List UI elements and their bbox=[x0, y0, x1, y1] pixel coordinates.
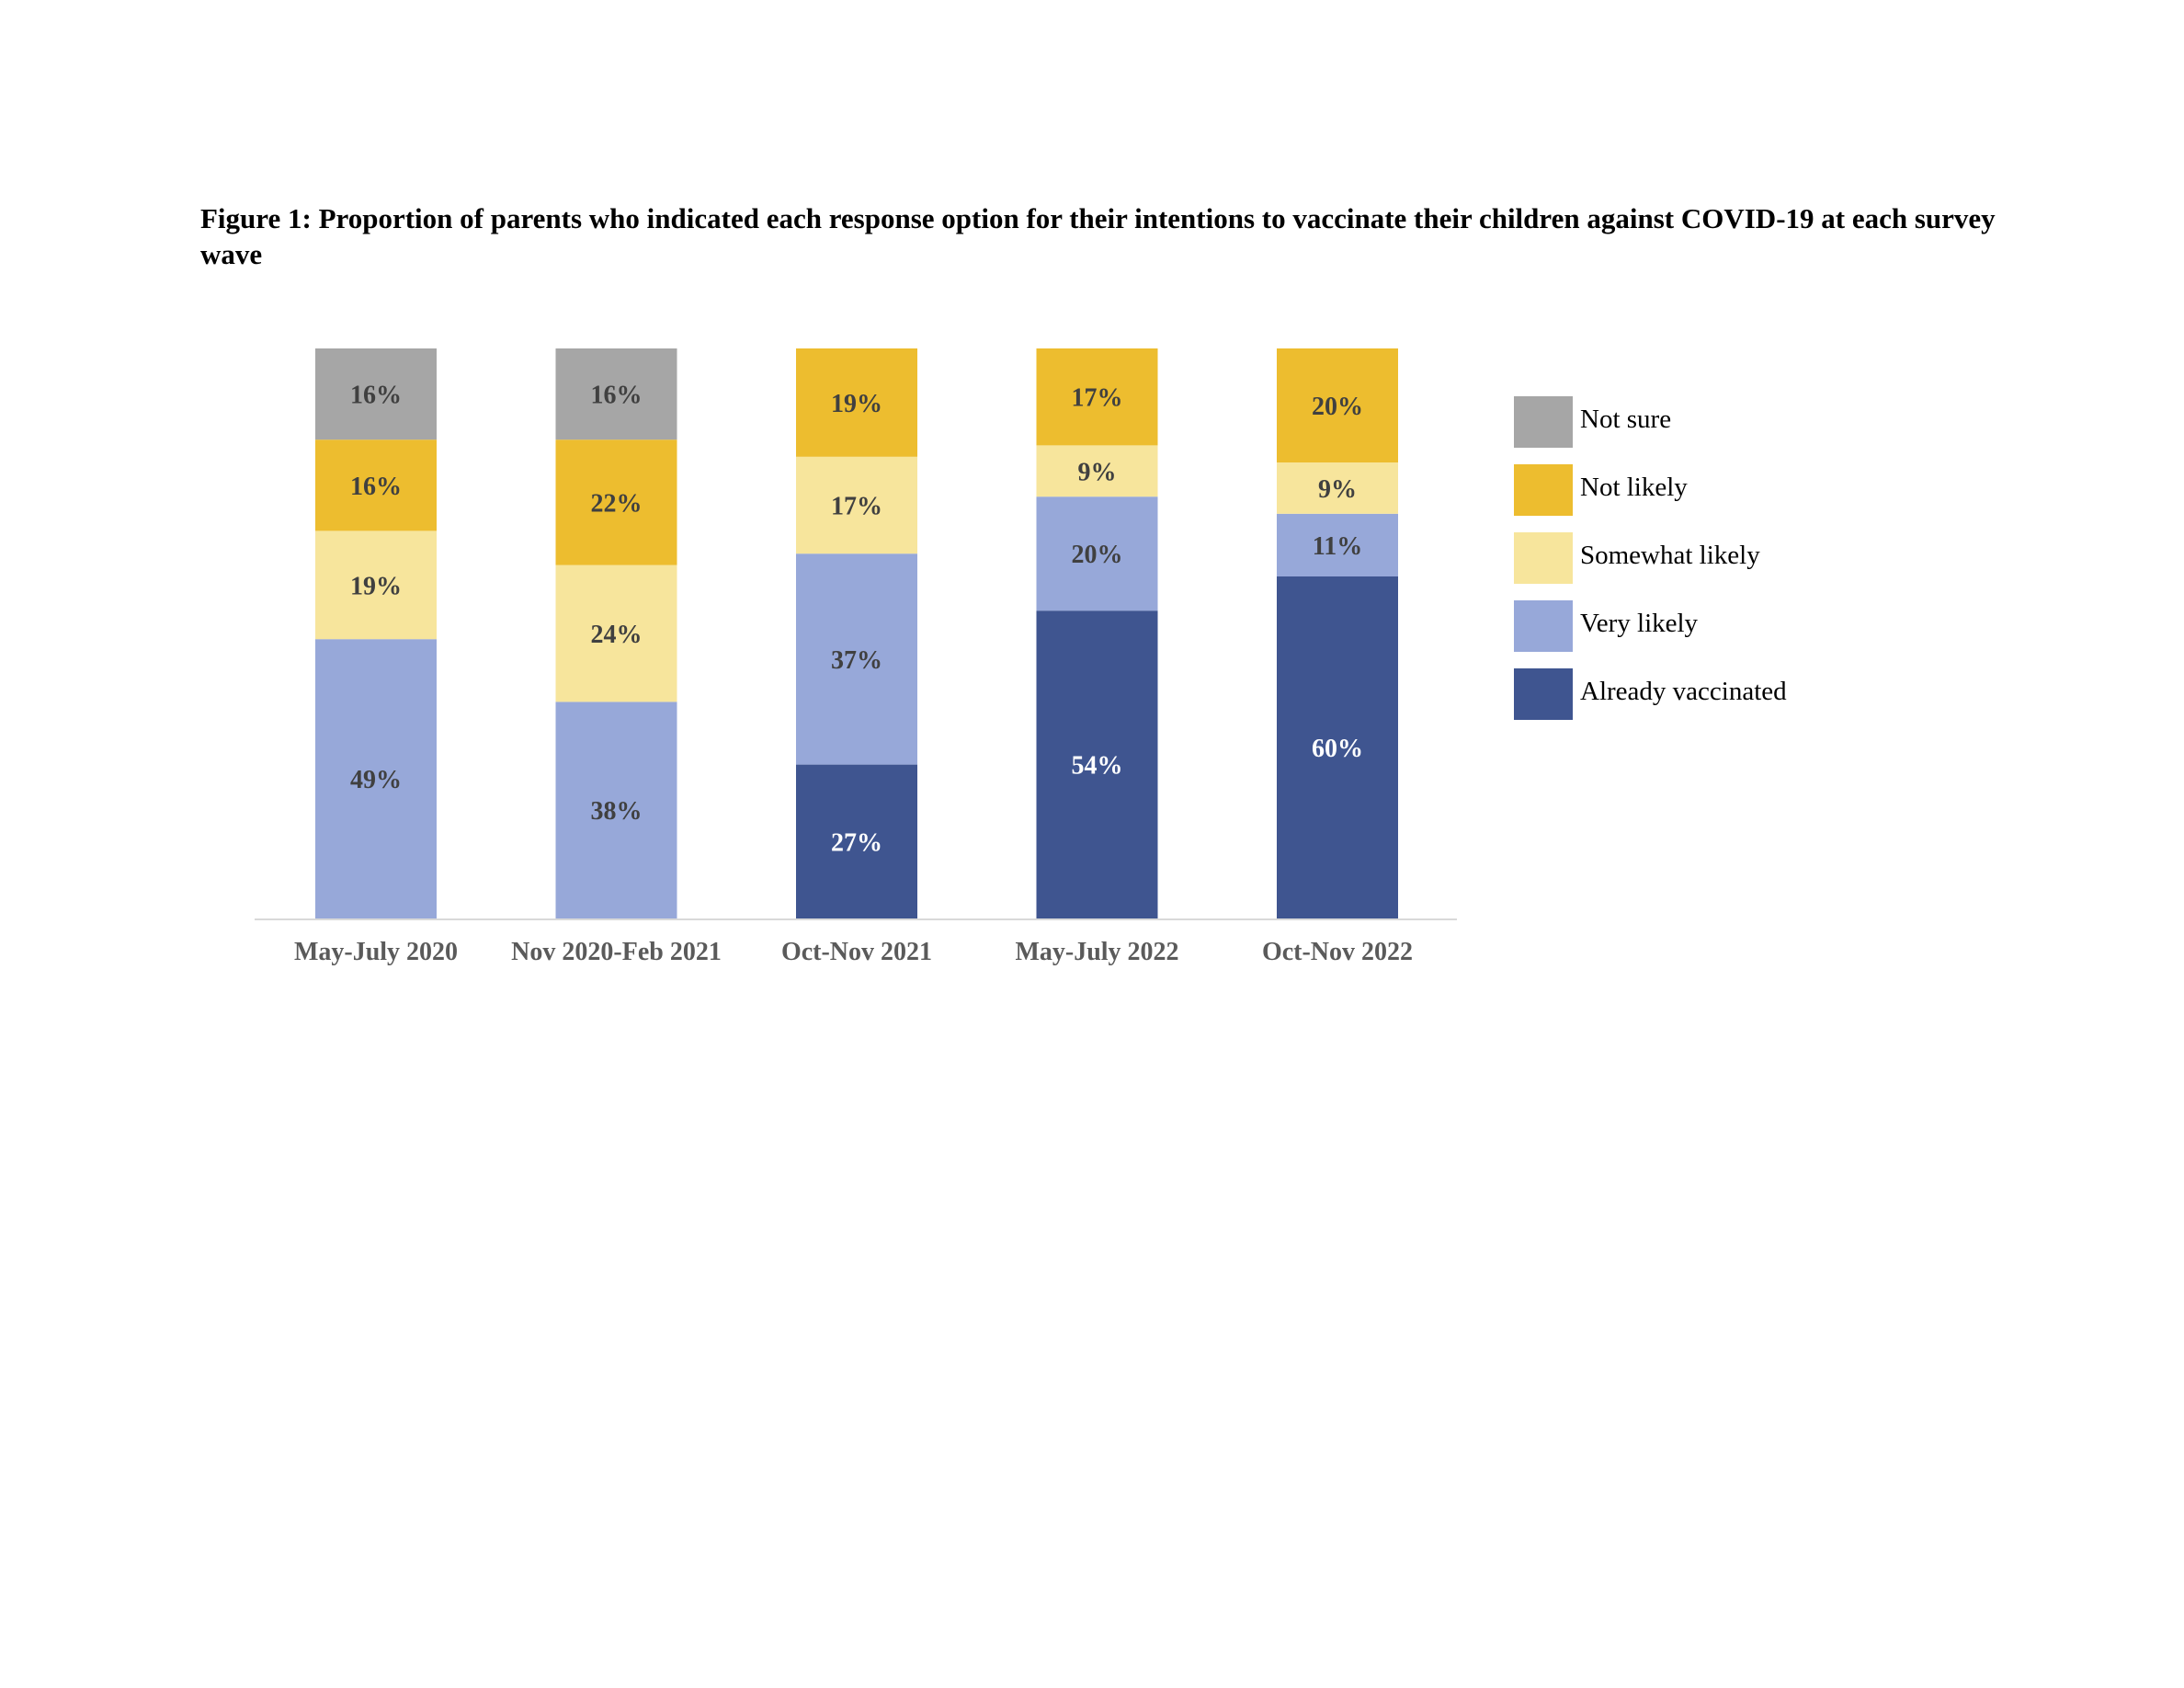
bar-segment-somewhat-likely-oct-nov-2022 bbox=[1277, 462, 1398, 514]
category-label-oct-nov-2021: Oct-Nov 2021 bbox=[781, 938, 932, 966]
category-labels: May-July 2020 Nov 2020-Feb 2021 Oct-Nov 20… bbox=[294, 938, 1413, 966]
data-label-somewhat-likely-may-july-2022: 9% bbox=[1078, 458, 1117, 486]
legend-swatch-already-vaccinated bbox=[1514, 668, 1573, 720]
bar-segment-not-likely-may-july-2022 bbox=[1036, 348, 1158, 446]
bars-group: 49% 19% 16% 16% 38% 24% 22% 16% 27% 37% 17% 19% 54% 2… bbox=[315, 348, 1398, 918]
bar-segment-very-likely-may-july-2020 bbox=[315, 639, 437, 918]
legend: Not sure Not likely Somewhat likely Very li… bbox=[1514, 396, 1787, 720]
data-label-very-likely-may-july-2022: 20% bbox=[1072, 541, 1123, 569]
bar-segment-not-likely-oct-nov-2022 bbox=[1277, 348, 1398, 462]
category-label-may-july-2020: May-July 2020 bbox=[294, 938, 458, 966]
legend-label-somewhat-likely: Somewhat likely bbox=[1580, 541, 1760, 570]
data-label-not-sure-may-july-2020: 16% bbox=[350, 382, 402, 410]
legend-label-already-vaccinated: Already vaccinated bbox=[1580, 677, 1787, 706]
figure-title: Figure 1: Proportion of parents who indi… bbox=[200, 202, 1996, 270]
legend-label-very-likely: Very likely bbox=[1580, 609, 1699, 638]
bar-segment-somewhat-likely-nov-2020-feb-2021 bbox=[555, 565, 677, 702]
data-label-not-likely-oct-nov-2022: 20% bbox=[1312, 393, 1363, 421]
data-label-very-likely-oct-nov-2021: 37% bbox=[831, 646, 882, 675]
bar-segment-very-likely-oct-nov-2021 bbox=[796, 553, 917, 765]
data-label-not-likely-may-july-2020: 16% bbox=[350, 473, 402, 501]
legend-label-not-likely: Not likely bbox=[1580, 473, 1688, 502]
data-label-not-likely-may-july-2022: 17% bbox=[1072, 384, 1123, 413]
legend-swatch-not-sure bbox=[1514, 396, 1573, 448]
bar-segment-already-vaccinated-oct-nov-2022 bbox=[1277, 576, 1398, 918]
data-label-not-likely-nov-2020-feb-2021: 22% bbox=[591, 489, 643, 518]
bar-segment-already-vaccinated-may-july-2022 bbox=[1036, 610, 1158, 918]
legend-swatch-very-likely bbox=[1514, 600, 1573, 652]
bar-segment-very-likely-oct-nov-2022 bbox=[1277, 513, 1398, 576]
data-label-already-vaccinated-oct-nov-2021: 27% bbox=[831, 828, 882, 857]
bar-segment-somewhat-likely-may-july-2020 bbox=[315, 530, 437, 640]
bar-segment-very-likely-nov-2020-feb-2021 bbox=[555, 701, 677, 918]
bar-segment-not-likely-may-july-2020 bbox=[315, 439, 437, 531]
data-label-already-vaccinated-oct-nov-2022: 60% bbox=[1312, 735, 1363, 763]
data-label-somewhat-likely-oct-nov-2022: 9% bbox=[1318, 475, 1357, 504]
bar-segment-not-likely-nov-2020-feb-2021 bbox=[555, 439, 677, 565]
category-label-nov-2020-feb-2021: Nov 2020-Feb 2021 bbox=[511, 938, 722, 966]
legend-swatch-not-likely bbox=[1514, 464, 1573, 516]
data-label-somewhat-likely-oct-nov-2021: 17% bbox=[831, 493, 882, 521]
data-label-very-likely-nov-2020-feb-2021: 38% bbox=[591, 797, 643, 826]
data-label-already-vaccinated-may-july-2022: 54% bbox=[1072, 752, 1123, 781]
data-label-very-likely-may-july-2020: 49% bbox=[350, 766, 402, 794]
bar-segment-not-sure-may-july-2020 bbox=[315, 348, 437, 440]
category-label-may-july-2022: May-July 2022 bbox=[1015, 938, 1178, 966]
bar-segment-already-vaccinated-oct-nov-2021 bbox=[796, 764, 917, 918]
bar-segment-somewhat-likely-may-july-2022 bbox=[1036, 445, 1158, 497]
data-label-not-likely-oct-nov-2021: 19% bbox=[831, 390, 882, 418]
data-label-not-sure-nov-2020-feb-2021: 16% bbox=[591, 382, 643, 410]
data-label-somewhat-likely-may-july-2020: 19% bbox=[350, 572, 402, 600]
data-label-somewhat-likely-nov-2020-feb-2021: 24% bbox=[591, 621, 643, 649]
category-label-oct-nov-2022: Oct-Nov 2022 bbox=[1262, 938, 1413, 966]
bar-segment-not-likely-oct-nov-2021 bbox=[796, 348, 917, 457]
legend-label-not-sure: Not sure bbox=[1580, 405, 1671, 434]
legend-swatch-somewhat-likely bbox=[1514, 532, 1573, 584]
bar-segment-not-sure-nov-2020-feb-2021 bbox=[555, 348, 677, 440]
bar-segment-somewhat-likely-oct-nov-2021 bbox=[796, 456, 917, 554]
data-label-very-likely-oct-nov-2022: 11% bbox=[1313, 532, 1362, 561]
bar-segment-very-likely-may-july-2022 bbox=[1036, 496, 1158, 611]
